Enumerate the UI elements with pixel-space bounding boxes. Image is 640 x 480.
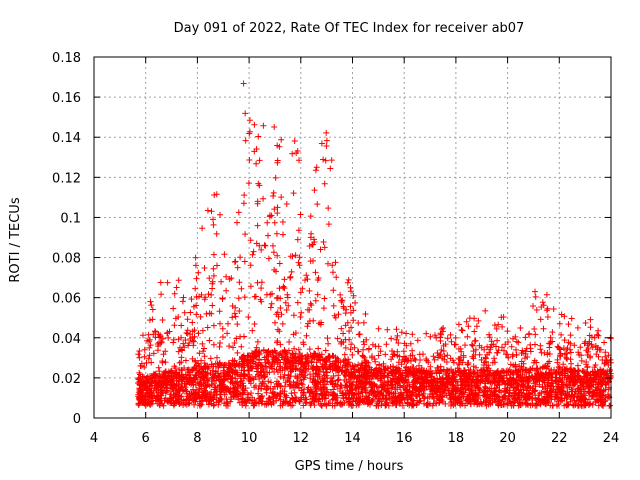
y-tick-label: 0.02 — [52, 372, 81, 387]
axis-ticks: 4 6 8 10 12 14 16 18 20 22 24 0 0.02 0.04 0.06 0.08 0.1 0… — [52, 51, 619, 446]
x-tick-label: 10 — [241, 431, 258, 446]
x-tick-label: 4 — [90, 431, 98, 446]
y-tick-label: 0.16 — [52, 91, 81, 106]
y-tick-label: 0.1 — [60, 211, 81, 226]
y-tick-label: 0.18 — [52, 51, 81, 66]
x-tick-label: 8 — [193, 431, 201, 446]
x-tick-label: 24 — [603, 431, 620, 446]
x-tick-label: 22 — [551, 431, 568, 446]
x-tick-label: 16 — [396, 431, 413, 446]
x-tick-label: 12 — [293, 431, 310, 446]
x-tick-label: 6 — [142, 431, 150, 446]
y-tick-label: 0 — [73, 412, 81, 427]
y-tick-label: 0.12 — [52, 171, 81, 186]
y-tick-label: 0.04 — [52, 332, 81, 347]
y-tick-label: 0.08 — [52, 252, 81, 267]
scatter-plus-markers — [135, 80, 614, 409]
x-tick-label: 20 — [499, 431, 516, 446]
y-tick-label: 0.06 — [52, 292, 81, 307]
x-tick-label: 18 — [448, 431, 465, 446]
chart-title: Day 091 of 2022, Rate Of TEC Index for r… — [174, 21, 525, 36]
y-axis-label: ROTI / TECUs — [8, 197, 23, 282]
x-tick-label: 14 — [344, 431, 361, 446]
data-points — [135, 80, 614, 409]
y-tick-label: 0.14 — [52, 131, 81, 146]
x-axis-label: GPS time / hours — [295, 459, 404, 474]
